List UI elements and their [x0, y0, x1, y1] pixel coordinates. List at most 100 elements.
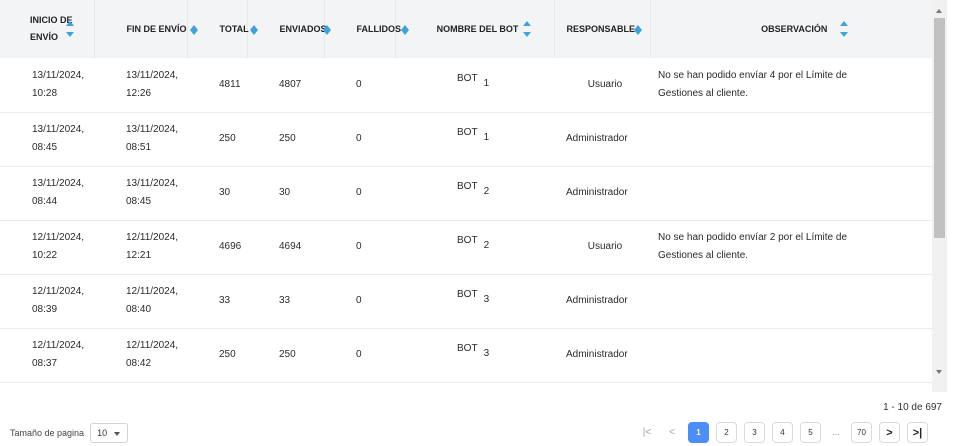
date-text: 13/11/2024,	[126, 124, 179, 135]
cell-inicio: 13/11/2024, 08:45	[0, 112, 94, 166]
cell-enviados: 33	[279, 295, 291, 306]
pagination-count: 1 - 10 de 697	[883, 402, 942, 413]
sort-arrows-icon[interactable]	[522, 19, 531, 39]
cell-fin: 12/11/2024, 12:21	[94, 220, 187, 274]
column-header-label: NOMBRE DEL BOT	[436, 23, 519, 34]
date-text: 13/11/2024,	[32, 124, 85, 135]
page-button-2[interactable]: 2	[716, 422, 737, 443]
date-text: 12/11/2024,	[126, 340, 179, 351]
sort-arrows-icon[interactable]	[66, 19, 74, 39]
scroll-up-icon[interactable]	[936, 9, 942, 13]
column-header-enviados[interactable]: ENVIADOS	[247, 0, 331, 58]
last-page-icon[interactable]: >|	[907, 422, 928, 443]
time-text: 08:45	[126, 196, 152, 207]
cell-fallidos: 0	[356, 78, 362, 90]
page-button-5[interactable]: 5	[800, 422, 821, 443]
cell-observacion	[650, 112, 932, 166]
pagination-ellipsis: ...	[828, 422, 844, 443]
page-button-4[interactable]: 4	[772, 422, 793, 443]
cell-inicio: 13/11/2024, 10:28	[0, 58, 94, 112]
time-text: 10:22	[32, 250, 58, 261]
date-text: 12/11/2024,	[126, 232, 179, 243]
table-row: 13/11/2024, 08:44 13/11/2024, 08:45 30 30 …	[0, 166, 932, 220]
cell-bot: BOT 1	[395, 112, 554, 166]
page-size-control: Tamaño de pagina 10	[10, 423, 129, 443]
page-button-3[interactable]: 3	[744, 422, 765, 443]
cell-bot: BOT 2	[395, 220, 554, 274]
scroll-down-icon[interactable]	[936, 370, 942, 374]
column-header-observacion[interactable]: OBSERVACIÓN	[650, 0, 932, 58]
page-button-last[interactable]: 70	[851, 422, 872, 443]
bot-name: BOT	[457, 181, 478, 192]
previous-page-icon[interactable]: <	[663, 422, 681, 443]
cell-bot: BOT 1	[395, 58, 554, 112]
column-header-bot[interactable]: NOMBRE DEL BOT	[395, 0, 555, 58]
cell-inicio: 13/11/2024, 08:44	[0, 166, 94, 220]
cell-bot: BOT 3	[395, 274, 554, 328]
cell-responsable: Administrador	[566, 187, 628, 198]
cell-fin: 13/11/2024, 12:26	[94, 58, 187, 112]
page-size-select[interactable]: 10	[90, 423, 129, 443]
cell-responsable: Administrador	[566, 349, 628, 360]
date-text: 13/11/2024,	[32, 178, 85, 189]
cell-enviados: 250	[279, 133, 296, 144]
page-size-label: Tamaño de pagina	[10, 428, 85, 438]
column-header-total[interactable]: TOTAL	[187, 0, 258, 58]
column-header-label: FALLIDOS	[356, 23, 402, 34]
column-header-inicio[interactable]: INICIO DE ENVÍO	[0, 0, 95, 58]
bot-name: BOT	[457, 235, 478, 246]
table-row: 12/11/2024, 08:37 12/11/2024, 08:42 250 25…	[0, 328, 932, 382]
cell-responsable: Administrador	[566, 295, 628, 306]
first-page-icon[interactable]: |<	[638, 422, 656, 443]
column-header-label: FIN DE ENVÍO	[126, 23, 187, 34]
cell-enviados: 30	[279, 187, 291, 198]
bot-number: 2	[483, 240, 490, 251]
observation-text: Gestiones al cliente.	[658, 87, 749, 99]
date-text: 12/11/2024,	[126, 286, 179, 297]
scrollbar-thumb[interactable]	[934, 18, 945, 238]
column-header-fin[interactable]: FIN DE ENVÍO	[94, 0, 198, 58]
time-text: 08:37	[32, 358, 58, 369]
page-button-1[interactable]: 1	[688, 422, 709, 443]
sort-arrows-icon[interactable]	[633, 19, 642, 39]
time-text: 08:45	[32, 142, 58, 153]
cell-total: 30	[219, 187, 231, 198]
time-text: 08:51	[126, 142, 152, 153]
cell-fallidos: 0	[356, 349, 362, 360]
next-page-icon[interactable]: >	[879, 422, 900, 443]
sort-arrows-icon[interactable]	[839, 19, 848, 39]
observation-text: No se han podido envíar 4 por el Límite …	[658, 69, 848, 81]
cell-observacion	[650, 274, 932, 328]
date-text: 12/11/2024,	[32, 232, 85, 243]
vertical-scrollbar[interactable]	[932, 0, 947, 392]
cell-responsable: Usuario	[587, 241, 623, 252]
bot-number: 3	[483, 348, 490, 359]
column-header-label: ENVIADOS	[279, 23, 327, 34]
cell-enviados: 250	[279, 349, 296, 360]
pagination: |< < 1 2 3 4 5 ... 70 > >|	[638, 422, 928, 443]
results-table: INICIO DE ENVÍO FIN DE ENVÍO TOTAL ENVIA…	[0, 0, 932, 382]
table-row: 13/11/2024, 08:45 13/11/2024, 08:51 250 25…	[0, 112, 932, 166]
bot-name: BOT	[457, 127, 478, 138]
bot-number: 1	[483, 132, 490, 143]
chevron-down-icon	[114, 432, 121, 436]
bot-name: BOT	[457, 72, 478, 84]
cell-inicio: 12/11/2024, 08:37	[0, 328, 94, 382]
column-header-responsable[interactable]: RESPONSABLE	[554, 0, 651, 58]
column-header-fallidos[interactable]: FALLIDOS	[324, 0, 409, 58]
column-header-label: RESPONSABLE	[566, 23, 636, 34]
cell-enviados: 4807	[279, 78, 302, 90]
cell-bot: BOT 3	[395, 328, 554, 382]
column-header-label: TOTAL	[219, 23, 249, 34]
cell-fallidos: 0	[356, 295, 362, 306]
time-text: 10:28	[32, 87, 58, 99]
cell-observacion: No se han podido envíar 2 por el Límite …	[650, 220, 932, 274]
bot-number: 2	[483, 186, 490, 197]
column-header-label: OBSERVACIÓN	[761, 23, 828, 34]
cell-total: 33	[219, 295, 231, 306]
cell-observacion: No se han podido envíar 4 por el Límite …	[650, 58, 932, 112]
cell-fallidos: 0	[356, 133, 362, 144]
table-row: 12/11/2024, 08:39 12/11/2024, 08:40 33 33 …	[0, 274, 932, 328]
cell-total: 4811	[219, 78, 241, 90]
cell-inicio: 12/11/2024, 08:39	[0, 274, 94, 328]
